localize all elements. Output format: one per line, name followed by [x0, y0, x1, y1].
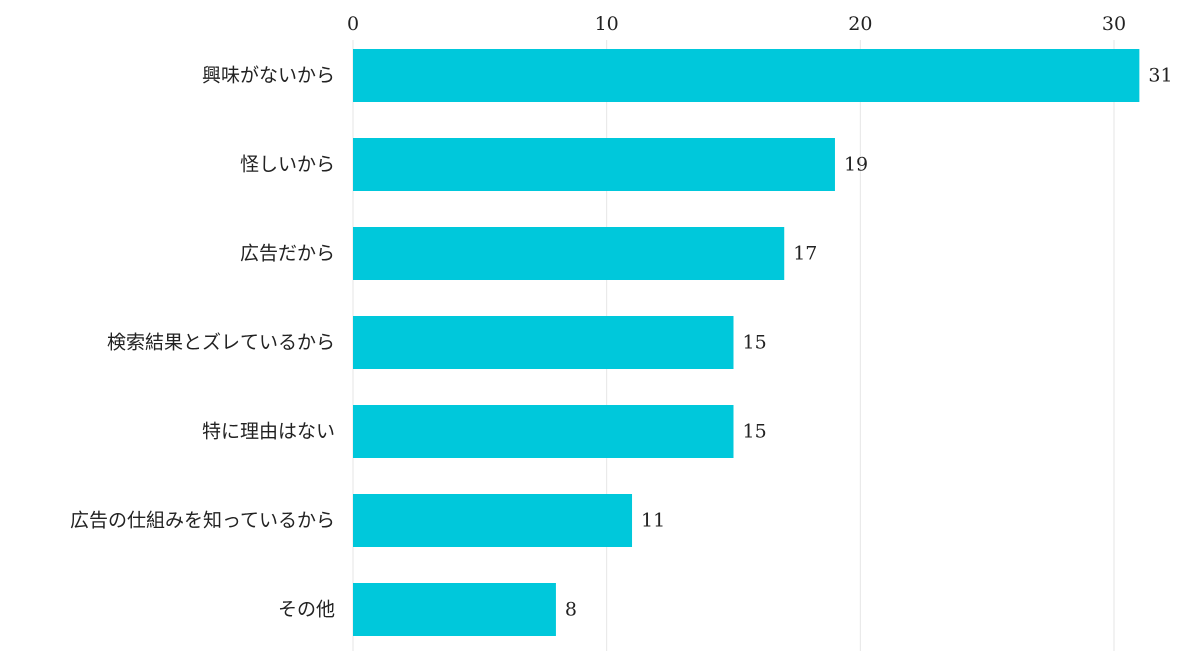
bar — [353, 405, 734, 458]
bar — [353, 583, 556, 636]
x-tick-label: 30 — [1102, 13, 1126, 35]
category-label: 興味がないから — [202, 65, 335, 87]
bar — [353, 316, 734, 369]
value-label: 15 — [743, 421, 767, 443]
bar — [353, 49, 1140, 102]
x-tick-label: 0 — [347, 13, 359, 35]
x-axis-ticks: 0 10 20 30 — [347, 13, 1126, 35]
category-label: 広告の仕組みを知っているから — [70, 510, 335, 532]
category-label: 検索結果とズレているから — [107, 332, 335, 354]
bars — [353, 49, 1140, 636]
x-tick-label: 10 — [595, 13, 619, 35]
x-tick-label: 20 — [848, 13, 872, 35]
bar — [353, 138, 835, 191]
category-label: 広告だから — [240, 243, 335, 265]
value-labels: 31 19 17 15 15 11 8 — [565, 65, 1173, 621]
category-labels: 興味がないから怪しいから広告だから検索結果とズレているから特に理由はない広告の仕… — [70, 65, 335, 621]
value-label: 31 — [1148, 65, 1172, 87]
category-label: 特に理由はない — [202, 421, 335, 443]
category-label: 怪しいから — [240, 154, 335, 176]
value-label: 19 — [844, 154, 868, 176]
category-label: その他 — [278, 599, 335, 621]
bar — [353, 494, 633, 547]
value-label: 17 — [793, 243, 817, 265]
value-label: 8 — [565, 599, 577, 621]
value-label: 11 — [641, 510, 665, 532]
value-label: 15 — [743, 332, 767, 354]
bar — [353, 227, 785, 280]
